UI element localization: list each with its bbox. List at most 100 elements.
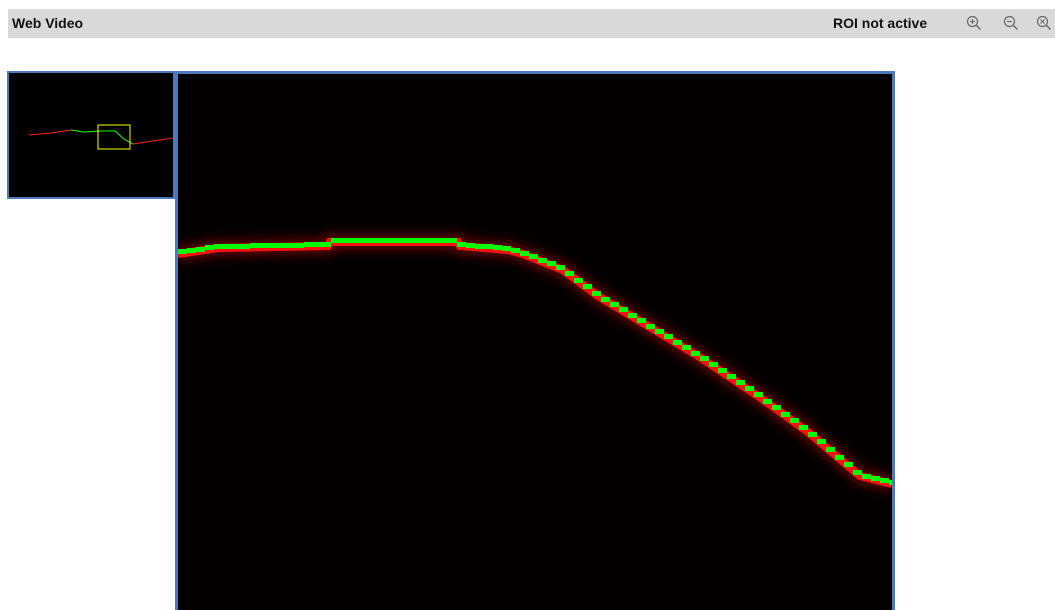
zoom-reset-icon <box>1036 15 1051 30</box>
trace-green-segment <box>403 238 412 243</box>
trace-green-segment <box>700 356 709 361</box>
trace-green-segment <box>592 291 601 296</box>
trace-green-segment <box>322 242 331 247</box>
trace-green-segment <box>196 247 205 252</box>
zoom-reset-button[interactable] <box>1035 14 1053 32</box>
header-bar: Web Video ROI not active <box>8 9 1055 38</box>
trace-green-segment <box>421 238 430 243</box>
trace-green-segment <box>493 245 502 250</box>
zoom-in-button[interactable] <box>965 14 983 32</box>
trace-green-segment <box>214 244 223 249</box>
trace-green-segment <box>457 242 466 247</box>
trace-green-segment <box>394 238 403 243</box>
trace-green-segment <box>385 238 394 243</box>
trace-green-segment <box>808 432 817 437</box>
trace-green-segment <box>232 244 241 249</box>
trace-green-segment <box>889 480 892 485</box>
trace-green-segment <box>556 265 565 270</box>
trace-green-segment <box>349 238 358 243</box>
trace-glow-halo <box>178 234 892 492</box>
trace-green-segment <box>205 245 214 250</box>
trace-green-segment <box>709 362 718 367</box>
trace-green-segment <box>529 254 538 259</box>
trace-green-segment <box>646 324 655 329</box>
trace-green-segment <box>439 238 448 243</box>
trace-green-segment <box>817 439 826 444</box>
trace-green-segment <box>538 258 547 263</box>
trace-green-segment <box>268 243 277 248</box>
overview-trace-red <box>28 129 173 145</box>
zoom-out-icon <box>1003 15 1018 30</box>
overview-image <box>28 124 173 150</box>
trace-green-segment <box>286 243 295 248</box>
trace-red <box>178 238 892 488</box>
video-viewport[interactable] <box>175 71 895 610</box>
trace-green-segment <box>448 238 457 243</box>
trace-green-segment <box>835 455 844 460</box>
trace-green-segment <box>682 345 691 350</box>
trace-green-segment <box>763 399 772 404</box>
trace-green-segment <box>241 244 250 249</box>
trace-green-segment <box>628 313 637 318</box>
trace-green-segment <box>475 244 484 249</box>
trace-green-segment <box>781 412 790 417</box>
roi-status-label: ROI not active <box>833 15 928 31</box>
trace-green-segment <box>754 392 763 397</box>
trace-green-segment <box>484 244 493 249</box>
trace-green-segment <box>520 251 529 256</box>
trace-green-segment <box>250 243 259 248</box>
trace-green-segment <box>583 284 592 289</box>
trace-green-segment <box>574 278 583 283</box>
trace-green-segment <box>331 238 340 243</box>
trace-green-segment <box>223 244 232 249</box>
trace-green-segment <box>637 318 646 323</box>
trace-green-segment <box>430 238 439 243</box>
trace-green-segment <box>187 248 196 253</box>
trace-green-segment <box>691 351 700 356</box>
trace-green-segment <box>871 476 880 481</box>
trace-green-segment <box>565 271 574 276</box>
trace-green-segment <box>277 243 286 248</box>
trace-green-segment <box>466 243 475 248</box>
trace-green-segment <box>619 307 628 312</box>
trace-green-segment <box>259 243 268 248</box>
trace-green-segment <box>790 418 799 423</box>
video-frame <box>178 234 892 492</box>
trace-green-segment <box>745 386 754 391</box>
trace-green-segment <box>412 238 421 243</box>
trace-green-segment <box>304 242 313 247</box>
trace-green-segment <box>340 238 349 243</box>
trace-green-segment <box>367 238 376 243</box>
trace-green-segment <box>880 478 889 483</box>
trace-green-segment <box>502 246 511 251</box>
trace-green-segment <box>511 248 520 253</box>
trace-green-segment <box>727 374 736 379</box>
zoom-in-icon <box>966 15 981 30</box>
zoom-out-button[interactable] <box>1002 14 1020 32</box>
trace-green-segment <box>844 462 853 467</box>
trace-green-segment <box>610 302 619 307</box>
trace-green-segment <box>655 329 664 334</box>
trace-green-segment <box>313 242 322 247</box>
overview-trace-green <box>70 129 134 145</box>
trace-green-segment <box>358 238 367 243</box>
trace-green-segment <box>376 238 385 243</box>
overview-thumbnail[interactable] <box>7 71 175 199</box>
trace-green-segment <box>664 334 673 339</box>
trace-green-segment <box>736 380 745 385</box>
page-title: Web Video <box>12 15 84 31</box>
trace-green-segment <box>295 243 304 248</box>
trace-green <box>178 238 892 485</box>
trace-green-segment <box>826 447 835 452</box>
trace-green-segment <box>601 297 610 302</box>
trace-green-segment <box>862 474 871 479</box>
trace-green-segment <box>718 368 727 373</box>
trace-green-segment <box>799 425 808 430</box>
trace-green-segment <box>178 249 187 254</box>
trace-green-segment <box>673 340 682 345</box>
trace-green-segment <box>853 470 862 475</box>
trace-green-segment <box>772 405 781 410</box>
roi-viewport-box[interactable] <box>97 124 131 150</box>
trace-green-segment <box>547 261 556 266</box>
